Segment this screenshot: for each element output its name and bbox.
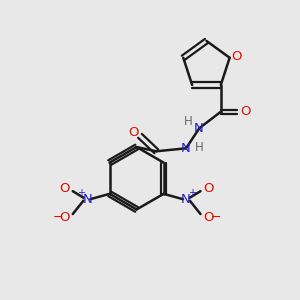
Text: O: O bbox=[128, 126, 139, 139]
Text: N: N bbox=[181, 193, 191, 206]
Text: +: + bbox=[188, 188, 196, 198]
Text: O: O bbox=[231, 50, 242, 63]
Text: O: O bbox=[204, 182, 214, 195]
Text: O: O bbox=[204, 212, 214, 224]
Text: N: N bbox=[82, 193, 92, 206]
Text: O: O bbox=[59, 212, 70, 224]
Text: H: H bbox=[184, 115, 193, 128]
Text: −: − bbox=[210, 211, 221, 224]
Text: +: + bbox=[77, 188, 85, 198]
Text: N: N bbox=[194, 122, 204, 135]
Text: O: O bbox=[59, 182, 70, 195]
Text: −: − bbox=[52, 211, 63, 224]
Text: H: H bbox=[195, 141, 204, 154]
Text: N: N bbox=[181, 142, 191, 155]
Text: O: O bbox=[241, 105, 251, 118]
